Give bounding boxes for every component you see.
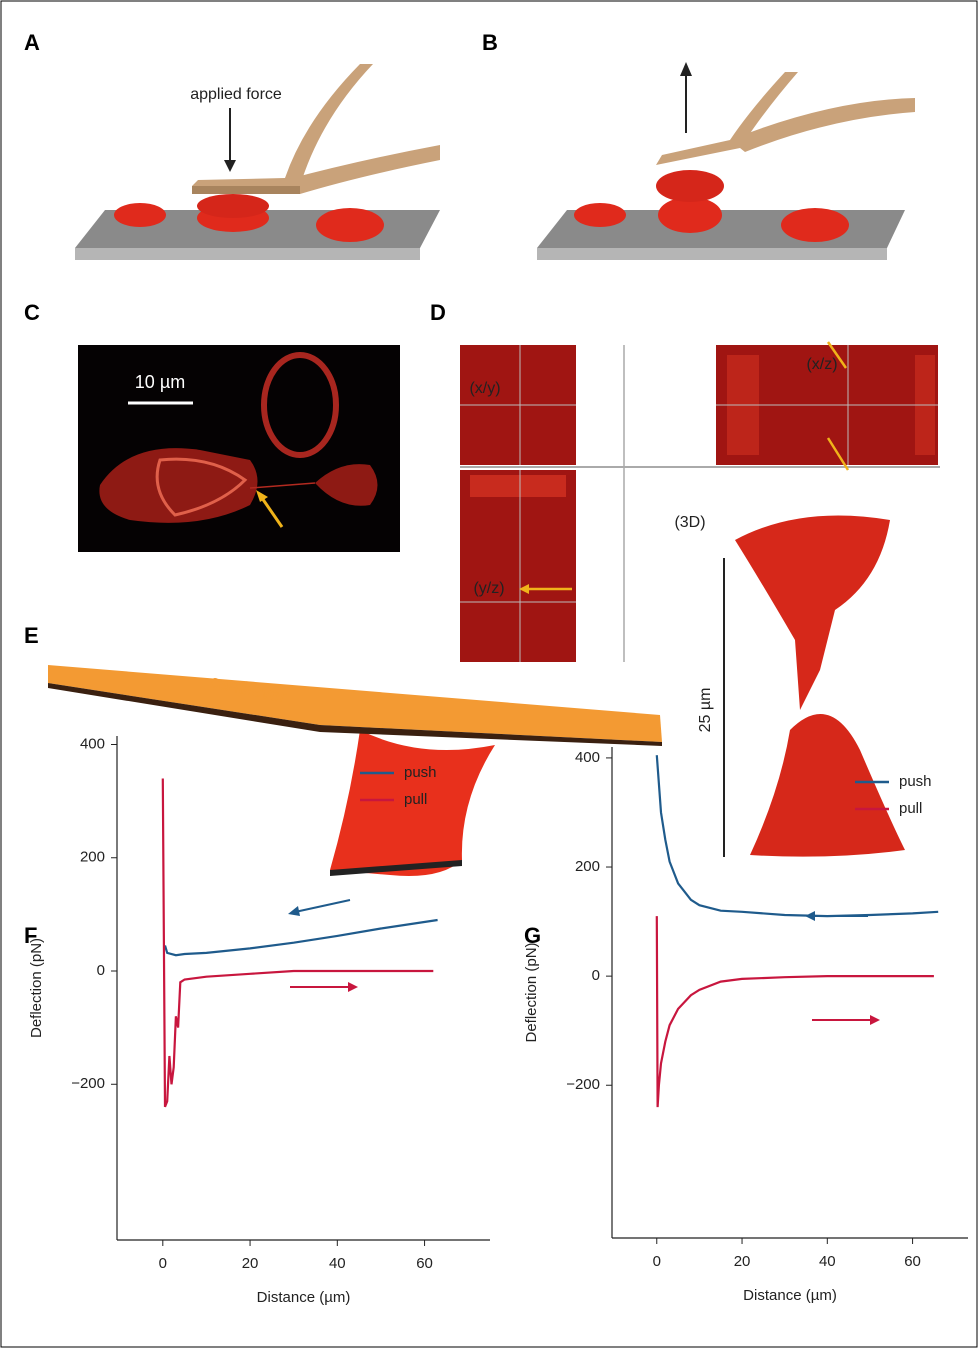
y-tick-label: 400 <box>575 749 600 766</box>
y-tick-label: 0 <box>97 962 105 979</box>
y-tick-label: 200 <box>575 858 600 875</box>
y-tick-label: 400 <box>80 735 105 752</box>
view-label: (y/z) <box>473 580 504 597</box>
x-tick-label: 60 <box>416 1255 433 1272</box>
y-axis-label: Deflection (pN) <box>523 942 540 1042</box>
view-label: (3D) <box>674 514 705 531</box>
legend-label: pull <box>899 800 922 817</box>
y-tick-label: −200 <box>71 1075 105 1092</box>
x-tick-label: 20 <box>734 1253 751 1270</box>
legend-label: pull <box>404 791 427 808</box>
x-tick-label: 60 <box>904 1253 921 1270</box>
y-tick-label: 200 <box>80 849 105 866</box>
legend-label: push <box>404 764 437 781</box>
panel-label: A <box>24 30 40 55</box>
scale-bar-label: 25 µm <box>697 688 714 733</box>
x-tick-label: 20 <box>242 1255 259 1272</box>
micrograph-c <box>78 345 400 552</box>
x-axis-label: Distance (µm) <box>743 1287 837 1304</box>
scale-bar-label: 10 µm <box>135 372 185 392</box>
view-label: (x/y) <box>469 380 500 397</box>
panel-label: D <box>430 300 446 325</box>
x-tick-label: 40 <box>819 1253 836 1270</box>
figure: A applied force B C <box>0 0 978 1348</box>
y-tick-label: −200 <box>566 1076 600 1093</box>
panel-label: B <box>482 30 498 55</box>
panel-label: C <box>24 300 40 325</box>
page: A applied force B C <box>0 0 978 1348</box>
x-tick-label: 0 <box>653 1253 661 1270</box>
x-tick-label: 0 <box>159 1255 167 1272</box>
x-tick-label: 40 <box>329 1255 346 1272</box>
y-tick-label: 0 <box>592 967 600 984</box>
y-axis-label: Deflection (pN) <box>28 938 45 1038</box>
legend-label: push <box>899 773 932 790</box>
view-label: (x/z) <box>806 356 837 373</box>
annotation: applied force <box>190 86 282 103</box>
panel-label: E <box>24 623 39 648</box>
x-axis-label: Distance (µm) <box>257 1289 351 1306</box>
